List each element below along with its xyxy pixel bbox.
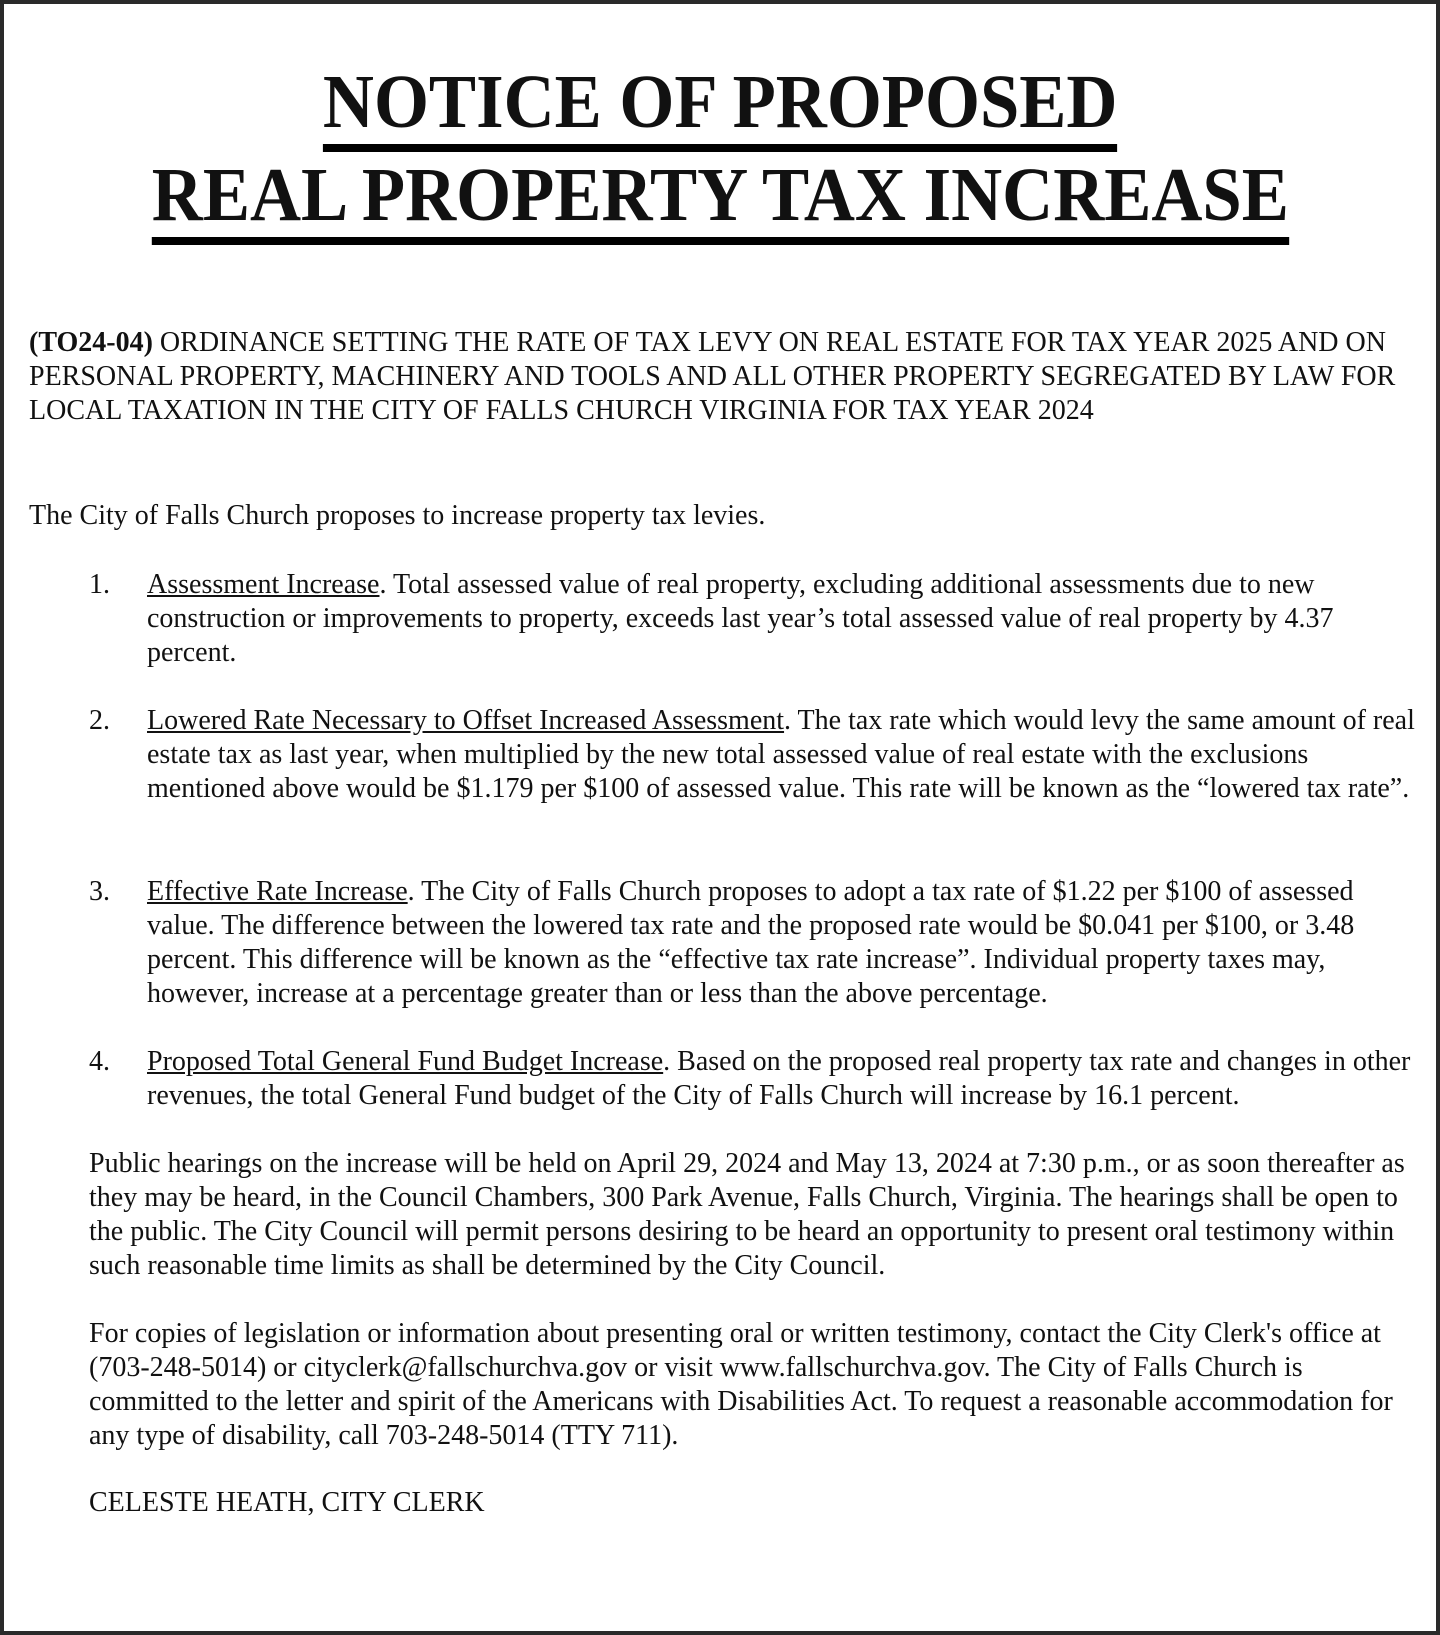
contact-paragraph: For copies of legislation or information… [89,1318,1393,1451]
item-heading: Lowered Rate Necessary to Offset Increas… [147,705,785,736]
list-item: 1. Assessment Increase. Total assessed va… [89,569,1334,668]
title-line-2: REAL PROPERTY TAX INCREASE [0,155,1440,245]
item-heading: Effective Rate Increase [147,876,408,907]
item-heading: Proposed Total General Fund Budget Incre… [147,1046,664,1077]
list-item: 2. Lowered Rate Necessary to Offset Incre… [89,705,1415,804]
intro-paragraph: The City of Falls Church proposes to inc… [29,500,766,531]
ordinance-code: (TO24-04) [29,327,153,358]
hearings-paragraph: Public hearings on the increase will be … [89,1148,1405,1281]
list-item: 4. Proposed Total General Fund Budget Inc… [89,1046,1411,1111]
list-item: 3. Effective Rate Increase. The City of F… [89,876,1355,1009]
ordinance-heading: (TO24-04) ORDINANCE SETTING THE RATE OF … [29,326,1419,428]
title-line-1: NOTICE OF PROPOSED [0,62,1440,152]
signature: CELESTE HEATH, CITY CLERK [89,1487,485,1518]
ordinance-text: ORDINANCE SETTING THE RATE OF TAX LEVY O… [29,327,1396,426]
item-heading: Assessment Increase [147,569,380,600]
